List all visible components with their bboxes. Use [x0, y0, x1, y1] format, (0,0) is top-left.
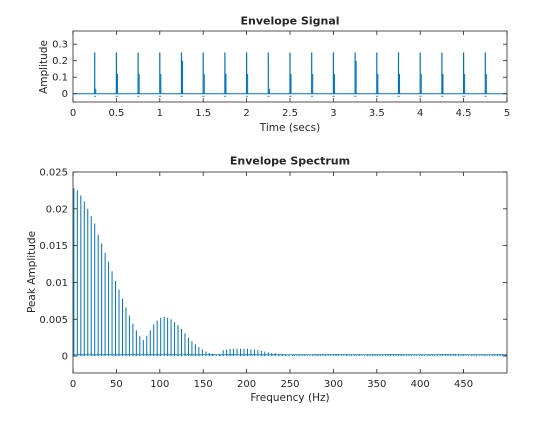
- x-tick-label: 150: [194, 379, 213, 390]
- x-tick-label: 4: [417, 108, 423, 119]
- y-tick-label: 0.1: [52, 73, 68, 84]
- envelope-spectrum-title: Envelope Spectrum: [230, 155, 350, 168]
- envelope-signal-y-label: Amplitude: [38, 40, 50, 94]
- x-tick-label: 50: [110, 379, 123, 390]
- x-tick-label: 3.5: [369, 108, 385, 119]
- envelope-signal-axes: Envelope Signal 0 0.5 1 1.5 2 2.5 3 3.5 4 4.5 5 00…: [38, 15, 510, 135]
- envelope-signal-title: Envelope Signal: [240, 15, 339, 28]
- y-tick-label: 0.025: [39, 168, 68, 179]
- x-tick-label: 5: [504, 108, 510, 119]
- y-tick-label: 0.3: [52, 40, 68, 51]
- envelope-signal-plot-area: [73, 52, 507, 97]
- envelope-spectrum-y-ticks: 0 0.005 0.01 0.015 0.02 0.025: [39, 168, 507, 363]
- x-tick-label: 250: [280, 379, 299, 390]
- envelope-spectrum-axes-box: [72, 171, 508, 374]
- spectrum-noise-floor: [72, 354, 508, 356]
- x-tick-label: 1.5: [195, 108, 211, 119]
- x-tick-label: 2: [243, 108, 249, 119]
- x-tick-label: 300: [324, 379, 343, 390]
- envelope-spectrum-y-label: Peak Amplitude: [26, 231, 38, 313]
- x-tick-label: 100: [150, 379, 169, 390]
- envelope-signal-x-ticks: 0 0.5 1 1.5 2 2.5 3 3.5 4 4.5 5: [70, 31, 510, 119]
- envelope-spectrum-axes: Envelope Spectrum 0 50 100 150 200 250 300 350 4…: [26, 155, 508, 404]
- x-tick-label: 200: [237, 379, 256, 390]
- y-tick-label: 0.005: [39, 315, 68, 326]
- envelope-spectrum-x-label: Frequency (Hz): [250, 392, 329, 404]
- envelope-spectrum-plot-area: [72, 188, 508, 357]
- envelope-spectrum-x-ticks: 0 50 100 150 200 250 300 350 400 450: [70, 172, 473, 390]
- x-tick-label: 350: [367, 379, 386, 390]
- y-tick-label: 0.015: [39, 241, 68, 252]
- x-tick-label: 450: [454, 379, 473, 390]
- x-tick-label: 4.5: [456, 108, 472, 119]
- x-tick-label: 0: [70, 379, 76, 390]
- y-tick-label: 0.02: [46, 204, 68, 215]
- x-tick-label: 2.5: [282, 108, 298, 119]
- y-tick-label: 0: [62, 352, 68, 363]
- y-tick-label: 0.2: [52, 56, 68, 67]
- y-tick-label: 0.01: [46, 278, 68, 289]
- x-tick-label: 1: [157, 108, 163, 119]
- envelope-signal-y-ticks: 0 0.1 0.2 0.3: [52, 40, 507, 100]
- x-tick-label: 3: [330, 108, 336, 119]
- x-tick-label: 400: [411, 379, 430, 390]
- x-tick-label: 0.5: [108, 108, 124, 119]
- y-tick-label: 0: [62, 89, 68, 100]
- envelope-signal-x-label: Time (secs): [259, 122, 320, 134]
- x-tick-label: 0: [70, 108, 76, 119]
